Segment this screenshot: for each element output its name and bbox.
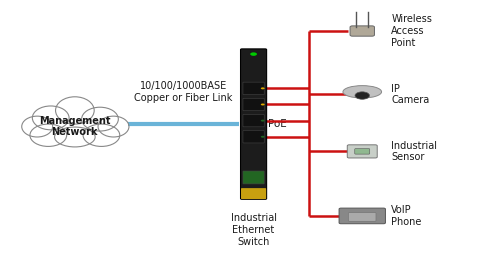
FancyBboxPatch shape bbox=[243, 131, 264, 143]
Circle shape bbox=[261, 120, 265, 122]
Text: VoIP
Phone: VoIP Phone bbox=[391, 205, 422, 227]
Ellipse shape bbox=[30, 124, 67, 146]
Ellipse shape bbox=[343, 86, 382, 98]
Circle shape bbox=[355, 92, 369, 99]
Text: PoE: PoE bbox=[268, 119, 287, 129]
Ellipse shape bbox=[98, 116, 129, 137]
Text: 10/100/1000BASE
Copper or Fiber Link: 10/100/1000BASE Copper or Fiber Link bbox=[134, 81, 233, 103]
FancyBboxPatch shape bbox=[241, 49, 267, 199]
Text: IP
Camera: IP Camera bbox=[391, 84, 429, 105]
FancyBboxPatch shape bbox=[243, 98, 264, 111]
Circle shape bbox=[261, 87, 265, 89]
FancyBboxPatch shape bbox=[241, 188, 266, 199]
Ellipse shape bbox=[55, 127, 95, 147]
Text: Industrial
Sensor: Industrial Sensor bbox=[391, 141, 437, 162]
FancyBboxPatch shape bbox=[339, 208, 385, 224]
FancyBboxPatch shape bbox=[243, 114, 264, 127]
FancyBboxPatch shape bbox=[243, 82, 264, 94]
Circle shape bbox=[261, 136, 265, 138]
Text: Management
Network: Management Network bbox=[39, 116, 111, 137]
Ellipse shape bbox=[83, 124, 120, 146]
Ellipse shape bbox=[32, 106, 69, 130]
Circle shape bbox=[250, 52, 257, 56]
FancyBboxPatch shape bbox=[347, 145, 377, 158]
FancyBboxPatch shape bbox=[350, 26, 374, 36]
Text: Industrial
Ethernet
Switch: Industrial Ethernet Switch bbox=[230, 213, 277, 247]
FancyBboxPatch shape bbox=[243, 171, 264, 184]
FancyBboxPatch shape bbox=[349, 213, 376, 221]
Circle shape bbox=[261, 103, 265, 105]
Ellipse shape bbox=[22, 116, 53, 137]
Ellipse shape bbox=[82, 107, 118, 131]
Ellipse shape bbox=[56, 97, 94, 124]
FancyBboxPatch shape bbox=[355, 149, 370, 154]
Text: Wireless
Access
Point: Wireless Access Point bbox=[391, 14, 432, 47]
